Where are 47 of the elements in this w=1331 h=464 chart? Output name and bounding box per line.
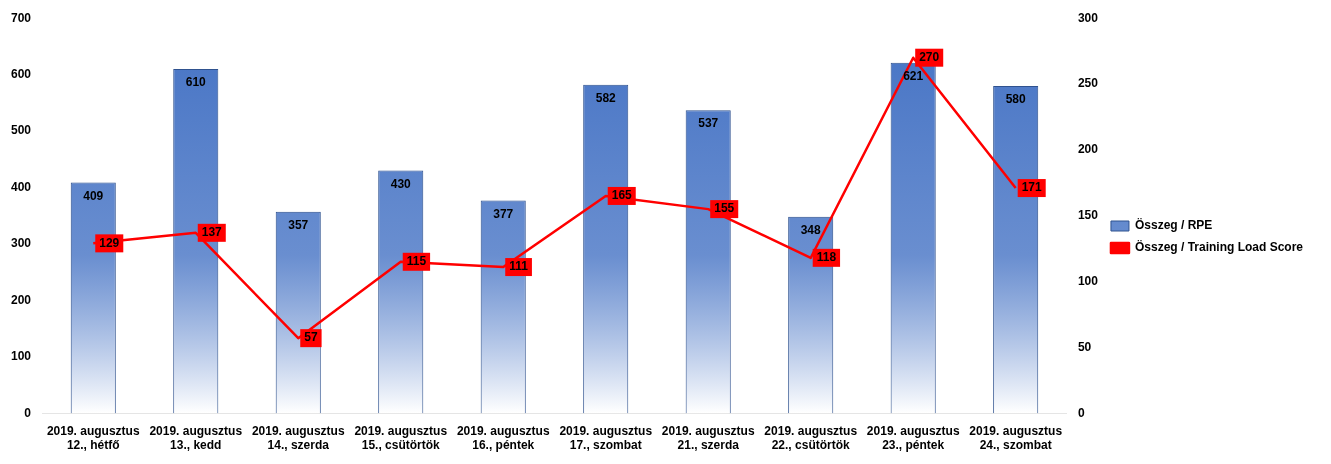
data-label: 155 xyxy=(714,201,735,216)
y-tick-label: 500 xyxy=(10,123,32,138)
data-label: 118 xyxy=(816,250,837,265)
y-tick-label: 700 xyxy=(10,10,32,25)
data-label: 409 xyxy=(83,188,104,203)
data-label: 270 xyxy=(919,50,940,65)
data-label: 580 xyxy=(1005,92,1027,107)
x-tick-label: 2019. augusztus 23., péntek xyxy=(866,423,960,453)
data-label: 610 xyxy=(185,75,207,90)
data-label: 582 xyxy=(595,91,617,106)
legend-label: Összeg / RPE xyxy=(1134,217,1213,233)
x-tick-label: 2019. augusztus 17., szombat xyxy=(559,423,653,453)
data-label: 430 xyxy=(390,176,412,191)
data-label: 111 xyxy=(509,259,529,274)
data-label: 377 xyxy=(493,206,514,221)
data-label: 129 xyxy=(99,235,120,250)
data-label: 137 xyxy=(201,225,223,240)
x-tick-label: 2019. augusztus 14., szerda xyxy=(251,423,345,453)
data-label: 537 xyxy=(698,116,719,131)
y-tick-label: 0 xyxy=(24,405,32,420)
data-label: 165 xyxy=(611,188,633,203)
x-tick-label: 2019. augusztus 12., hétfő xyxy=(46,423,140,453)
data-label: 348 xyxy=(800,223,822,238)
y2-tick-label: 100 xyxy=(1077,273,1099,288)
y-tick-label: 100 xyxy=(10,349,32,364)
y2-tick-label: 250 xyxy=(1077,76,1099,91)
y2-tick-label: 0 xyxy=(1077,405,1085,420)
data-label: 357 xyxy=(288,218,309,233)
data-label: 171 xyxy=(1021,180,1043,195)
y2-tick-label: 300 xyxy=(1077,10,1099,25)
x-tick-label: 2019. augusztus 16., péntek xyxy=(456,423,550,453)
data-label: 115 xyxy=(406,254,427,269)
x-tick-label: 2019. augusztus 13., kedd xyxy=(149,423,243,453)
y-tick-label: 600 xyxy=(10,66,32,81)
y-tick-label: 400 xyxy=(10,179,32,194)
legend-label: Összeg / Training Load Score xyxy=(1134,239,1304,255)
y-tick-label: 300 xyxy=(10,236,32,251)
x-tick-label: 2019. augusztus 21., szerda xyxy=(661,423,755,453)
x-tick-label: 2019. augusztus 15., csütörtök xyxy=(354,423,448,453)
data-label: 621 xyxy=(903,69,924,84)
y2-tick-label: 200 xyxy=(1077,142,1099,157)
y2-tick-label: 150 xyxy=(1077,208,1099,223)
y2-tick-label: 50 xyxy=(1077,339,1092,354)
data-label: 57 xyxy=(304,330,318,345)
y-tick-label: 200 xyxy=(10,292,32,307)
x-tick-label: 2019. augusztus 22., csütörtök xyxy=(764,423,858,453)
x-tick-label: 2019. augusztus 24., szombat xyxy=(969,423,1063,453)
